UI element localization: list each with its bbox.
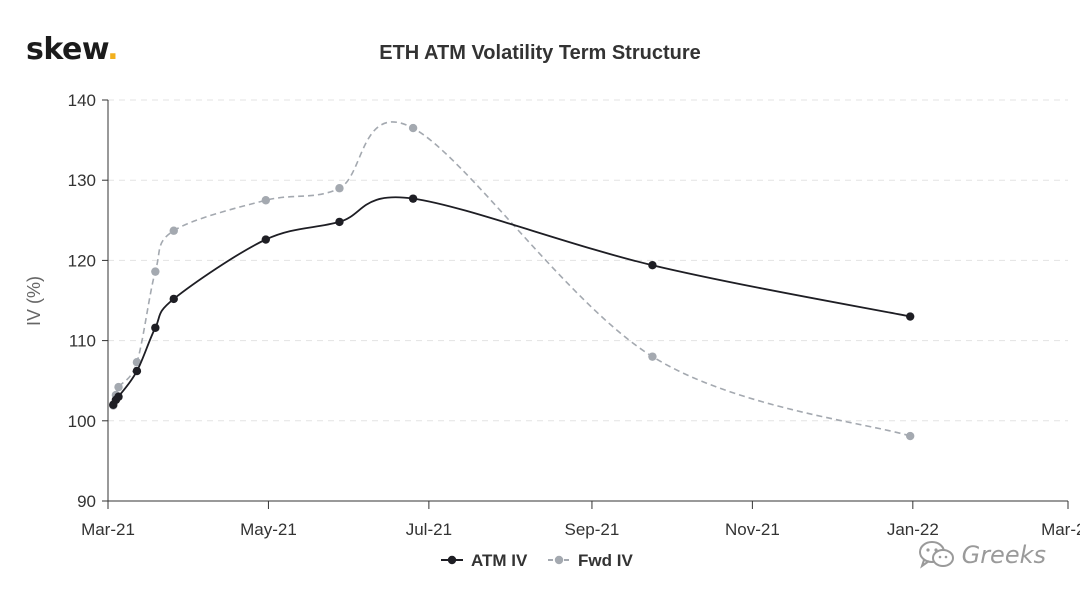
x-tick-label: Mar-22 <box>1041 520 1080 539</box>
legend-marker-atm-iv <box>447 555 457 565</box>
data-point-fwd-iv <box>905 431 915 441</box>
y-tick-label: 100 <box>68 412 96 431</box>
axes: 90 100 110 120 130 140 Mar-21 May-21 Jul-21 Sep-2… <box>68 91 1080 539</box>
x-tick-label: Jan-22 <box>887 520 939 539</box>
watermark-text: Greeks <box>961 541 1046 569</box>
legend-label-atm-iv[interactable]: ATM IV <box>471 551 528 570</box>
y-tick-label: 140 <box>68 91 96 110</box>
x-tick-label: May-21 <box>240 520 297 539</box>
data-point-fwd-iv <box>261 196 271 205</box>
legend-marker-fwd-iv <box>554 555 564 565</box>
data-point-atm-iv <box>905 312 915 321</box>
series-line-atm-iv <box>112 196 911 406</box>
data-point-atm-iv <box>408 194 418 203</box>
x-tick-label: Nov-21 <box>725 520 780 539</box>
data-point-fwd-iv <box>335 184 344 193</box>
data-point-fwd-iv <box>408 123 418 133</box>
data-point-atm-iv <box>335 217 344 227</box>
chart-title: ETH ATM Volatility Term Structure <box>379 42 701 64</box>
data-point-fwd-iv <box>114 382 123 392</box>
legend: ATM IV Fwd IV <box>441 551 633 570</box>
data-point-atm-iv <box>261 235 271 244</box>
grid-lines <box>108 99 1068 422</box>
y-tick-label: 90 <box>77 492 96 511</box>
logo-text: skew <box>26 32 108 67</box>
data-point-atm-iv <box>132 366 142 376</box>
data-point-atm-iv <box>169 294 178 304</box>
series-lines <box>109 121 915 441</box>
data-point-atm-iv <box>648 261 657 270</box>
x-tick-label: Jul-21 <box>406 520 452 539</box>
x-tick-label: Sep-21 <box>565 520 620 539</box>
y-tick-label: 110 <box>69 332 96 351</box>
logo-dot: . <box>107 32 119 67</box>
skew-logo: skew. <box>26 32 119 67</box>
data-point-fwd-iv <box>132 358 142 367</box>
data-point-atm-iv <box>151 323 160 332</box>
y-tick-label: 130 <box>68 171 96 190</box>
y-axis-label: IV (%) <box>24 276 44 326</box>
y-tick-label: 120 <box>68 251 96 270</box>
data-point-fwd-iv <box>151 267 160 276</box>
wechat-icon <box>918 541 954 569</box>
data-point-fwd-iv <box>648 352 657 361</box>
data-point-fwd-iv <box>169 226 178 235</box>
watermark: Greeks <box>918 540 1046 570</box>
legend-label-fwd-iv[interactable]: Fwd IV <box>578 551 633 570</box>
x-tick-label: Mar-21 <box>81 520 135 539</box>
data-point-atm-iv <box>114 392 123 401</box>
series-line-fwd-iv <box>112 121 911 437</box>
